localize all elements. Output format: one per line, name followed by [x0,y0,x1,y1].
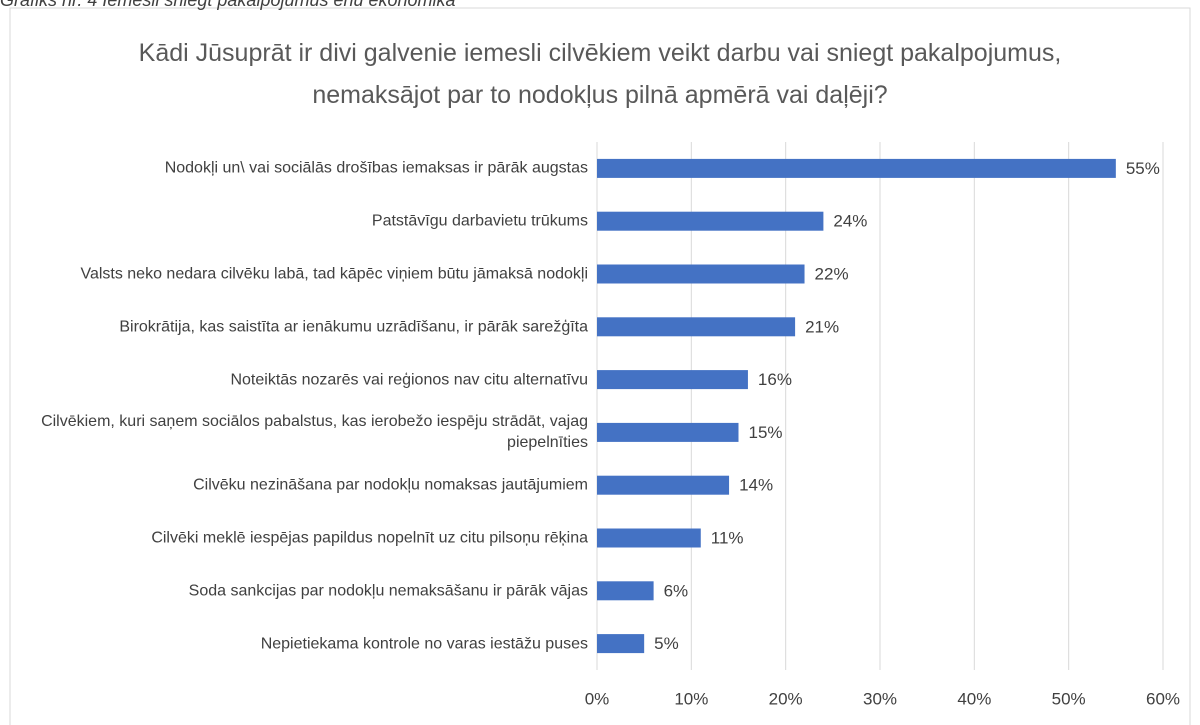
bar [597,317,796,337]
bar [597,264,805,284]
data-label: 15% [749,423,783,442]
chart-title: Kādi Jūsuprāt ir divi galvenie iemesli c… [138,39,1062,109]
bar [597,528,701,548]
x-tick-label: 0% [585,689,610,708]
y-tick-label: Patstāvīgu darbavietu trūkums [371,212,588,230]
y-tick-label: Cilvēki meklē iespējas papildus nopelnīt… [151,529,588,547]
bar [597,211,824,231]
x-tick-label: 20% [769,689,803,708]
bar [597,158,1116,178]
y-tick-label: Cilvēku nezināšana par nodokļu nomaksas … [193,476,588,494]
bar [597,634,645,654]
bar [597,422,739,442]
bar [597,370,748,390]
x-tick-label: 50% [1052,689,1086,708]
data-label: 14% [739,476,773,495]
x-tick-label: 10% [674,689,708,708]
y-tick-label: Valsts neko nedara cilvēku labā, tad kāp… [80,265,588,283]
y-tick-label: Noteiktās nozarēs vai reģionos nav citu … [230,371,588,389]
bar [597,475,730,495]
y-tick-label: Birokrātija, kas saistīta ar ienākumu uz… [119,318,588,336]
data-label: 21% [805,317,839,336]
data-label: 11% [711,528,744,547]
caption: Grafiks nr. 4 Iemesli sniegt pakalpojumu… [0,0,456,10]
data-label: 24% [833,212,867,231]
bar [597,581,654,601]
data-label: 55% [1126,159,1160,178]
chart-border [9,7,1191,725]
y-tick-label: Nodokļi un\ vai sociālās drošības iemaks… [164,159,588,177]
x-tick-label: 40% [957,689,991,708]
data-label: 5% [654,634,679,653]
x-tick-label: 60% [1146,689,1180,708]
data-label: 16% [758,370,792,389]
y-tick-label: Cilvēkiem, kuri saņem sociālos pabalstus… [41,413,588,452]
data-label: 6% [664,581,689,600]
x-tick-label: 30% [863,689,897,708]
y-tick-label: Soda sankcijas par nodokļu nemaksāšanu i… [188,582,588,600]
data-label: 22% [815,264,849,283]
y-tick-label: Nepietiekama kontrole no varas iestāžu p… [260,635,588,653]
